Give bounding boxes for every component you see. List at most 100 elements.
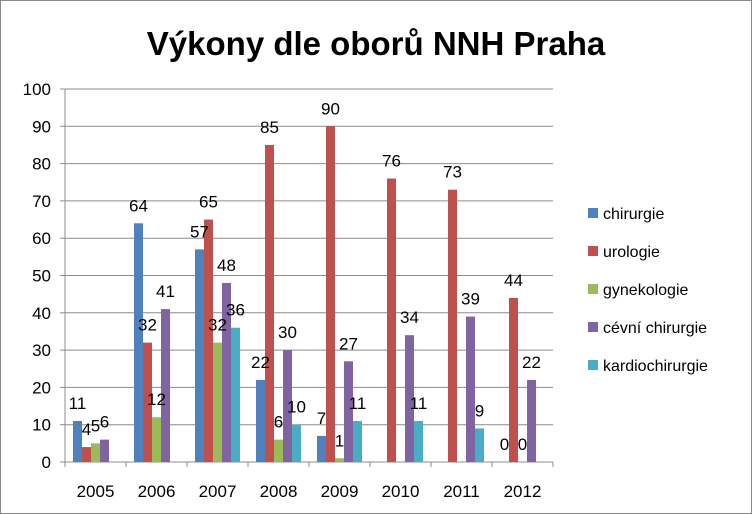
x-tick-label: 2005 [77,482,115,501]
data-label: 4 [82,420,91,439]
bar [414,420,423,462]
bar [265,144,274,462]
data-label: 41 [156,282,175,301]
data-label: 85 [260,118,279,137]
x-tick-label: 2011 [443,482,480,501]
data-label: 5 [91,416,100,435]
bar [91,443,100,462]
bar [204,219,213,462]
y-tick-label: 60 [32,229,51,248]
data-label: 1 [335,431,344,450]
bar [82,447,91,462]
bar [335,458,344,462]
data-label: 11 [349,394,367,413]
bar [222,282,231,462]
data-label: 22 [522,353,541,372]
data-label: 73 [443,163,462,182]
bar [195,249,204,462]
y-tick-label: 90 [32,117,51,136]
data-label: 48 [217,256,236,275]
bar [405,335,414,462]
data-label: 36 [226,301,245,320]
data-label: 64 [129,196,148,215]
bar [292,424,301,462]
bar [353,420,362,462]
x-tick-label: 2006 [138,482,176,501]
legend: chirurgie urologie gynekologie cévní chirur… [588,206,708,375]
bar [344,361,353,462]
bar [73,420,82,462]
bar [283,350,292,462]
data-label: 44 [504,271,523,290]
bar [134,223,143,462]
data-label: 11 [69,394,87,413]
bar [466,316,475,462]
legend-label: urologie [603,244,660,261]
x-tick-label: 2007 [199,482,237,501]
bar [527,379,536,462]
legend-swatch [588,322,598,332]
bar [475,428,484,462]
bar [274,439,283,462]
data-label: 22 [251,353,270,372]
data-label: 65 [199,193,218,212]
legend-label: chirurgie [603,206,664,223]
bar [317,435,326,462]
y-tick-label: 80 [32,155,51,174]
bars [73,126,536,463]
data-label: 6 [274,413,283,432]
bar [100,439,109,462]
data-label: 12 [147,390,166,409]
legend-swatch [588,246,598,256]
legend-label: kardiochirurgie [603,358,708,375]
data-label: 39 [461,290,480,309]
y-tick-label: 50 [32,267,51,286]
bar [326,126,335,463]
data-label: 90 [321,99,340,118]
data-label: 9 [475,401,484,420]
x-tick-label: 2010 [382,482,420,501]
y-tick-label: 70 [32,192,51,211]
data-label: 32 [138,316,157,335]
bar [213,342,222,462]
y-tick-label: 20 [32,378,51,397]
bar [448,189,457,462]
legend-swatch [588,360,598,370]
bar [256,379,265,462]
x-tick-label: 2008 [260,482,298,501]
data-label: 34 [400,308,419,327]
data-label: 27 [339,334,358,353]
data-label: 0 [518,435,527,454]
data-label: 11 [410,394,428,413]
data-label: 76 [382,152,401,171]
y-tick-label: 40 [32,304,51,323]
y-tick-label: 30 [32,341,51,360]
y-tick-label: 0 [42,453,51,472]
legend-swatch [588,208,598,218]
x-tick-label: 2009 [321,482,359,501]
data-label: 57 [190,222,209,241]
data-label: 30 [278,323,297,342]
data-labels: 114 5 664321241576532483622856301079012711… [69,99,541,454]
chart-title: Výkony dle oborů NNH Praha [147,25,606,62]
bar [152,417,161,462]
bar [231,327,240,462]
data-label: 6 [100,413,109,432]
data-label: 0 [500,435,509,454]
legend-label: gynekologie [603,282,689,299]
x-tick-label: 2012 [504,482,542,501]
legend-swatch [588,284,598,294]
bar [161,309,170,462]
y-tick-label: 10 [32,416,51,435]
data-label: 10 [287,398,306,417]
bar [143,342,152,462]
bar [509,297,518,462]
data-label: 7 [317,409,326,428]
data-label: 32 [208,316,227,335]
bar [387,178,396,462]
legend-label: cévní chirurgie [603,320,707,337]
y-tick-label: 100 [23,80,51,99]
